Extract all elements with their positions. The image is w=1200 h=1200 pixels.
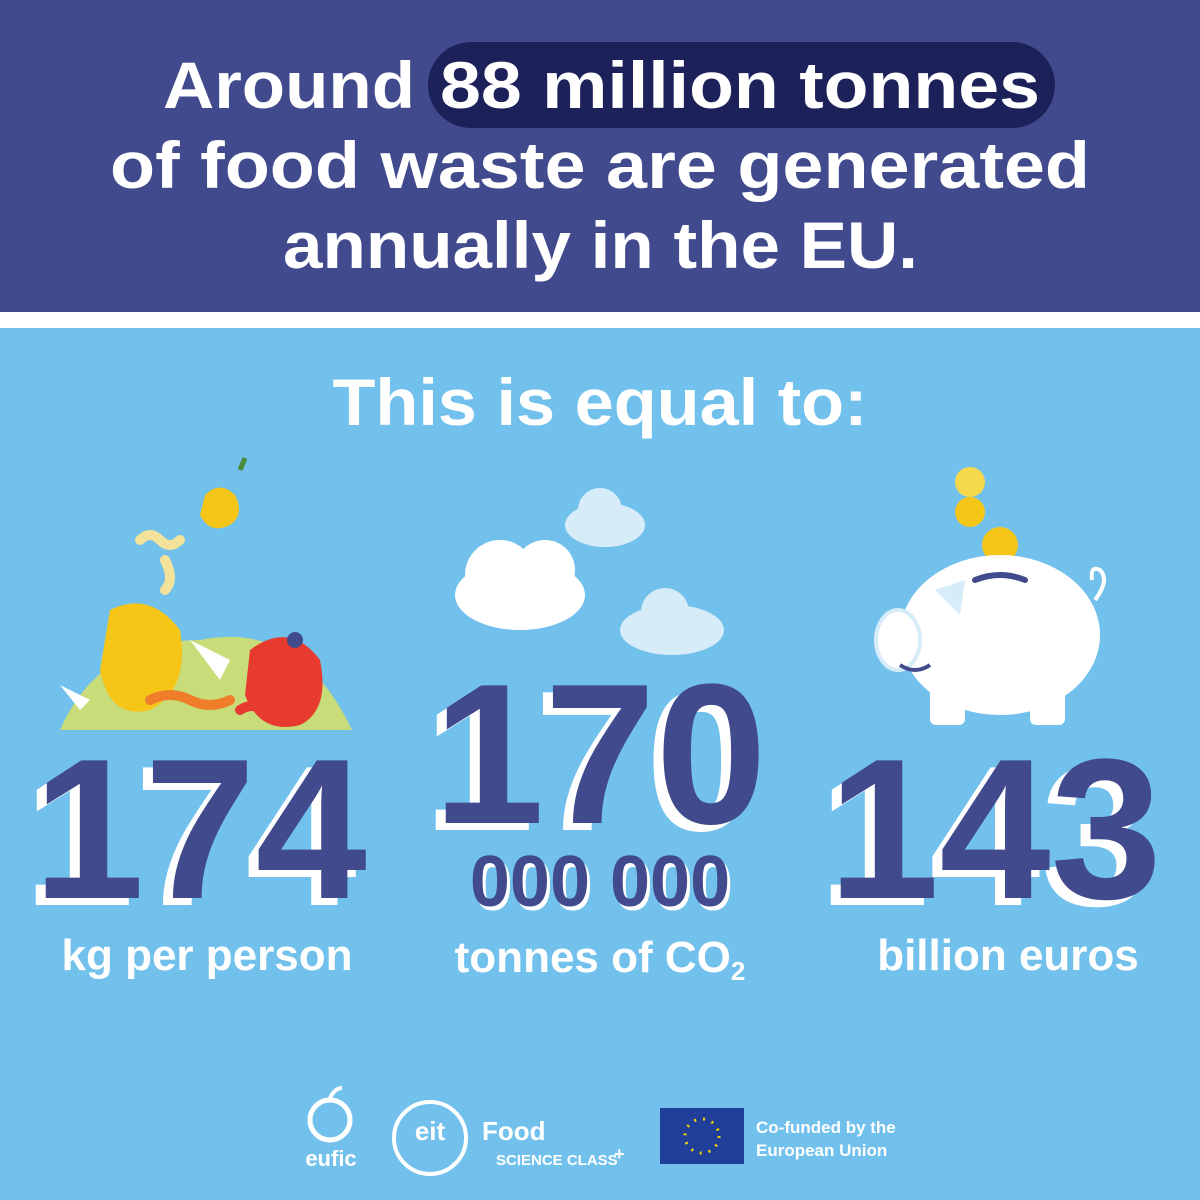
- piggy-bank-illustration: [874, 467, 1106, 725]
- stat-label: kg per person: [62, 931, 353, 980]
- eufic-logo: eufic: [305, 1086, 357, 1171]
- stat-label-text: tonnes of CO: [455, 933, 731, 982]
- compost-illustration: [60, 457, 352, 730]
- eu-logo: Co-funded by the European Union: [660, 1108, 896, 1164]
- eit-text: eit: [415, 1116, 446, 1146]
- body-band: [0, 328, 1200, 1200]
- header-text: Around: [163, 48, 415, 122]
- stat-number-rest-shadow: 000 000: [473, 846, 733, 926]
- plus-text: +: [614, 1144, 625, 1164]
- header-text: of food waste are generated: [110, 128, 1090, 202]
- science-class-text: SCIENCE CLASS: [496, 1152, 618, 1169]
- food-text: Food: [482, 1116, 546, 1146]
- highlight-pill: [428, 42, 1055, 128]
- eit-food-logo: eit Food SCIENCE CLASS +: [392, 1100, 625, 1176]
- eu-text: European Union: [756, 1141, 887, 1160]
- stat-number: 143: [828, 718, 1162, 941]
- stat-label: billion euros: [877, 931, 1139, 980]
- header-text: annually in the EU.: [283, 208, 918, 282]
- stat-label-subscript: 2: [731, 956, 745, 986]
- stat-number-shadow: 170: [423, 650, 757, 873]
- stat-number-shadow: 174: [23, 725, 357, 948]
- stat-number-rest: 000 000: [470, 842, 730, 922]
- stat-number: 174: [33, 718, 367, 941]
- cloud-illustration: [455, 488, 724, 655]
- subtitle: This is equal to:: [333, 365, 868, 439]
- eu-text: Co-funded by the: [756, 1118, 896, 1137]
- stat-label: tonnes of CO2: [455, 933, 746, 986]
- divider: [0, 312, 1200, 328]
- eufic-text: eufic: [305, 1146, 356, 1171]
- stat-number: 170: [433, 643, 767, 866]
- header-highlight: 88 million tonnes: [440, 48, 1040, 122]
- stat-number-shadow: 143: [818, 725, 1152, 948]
